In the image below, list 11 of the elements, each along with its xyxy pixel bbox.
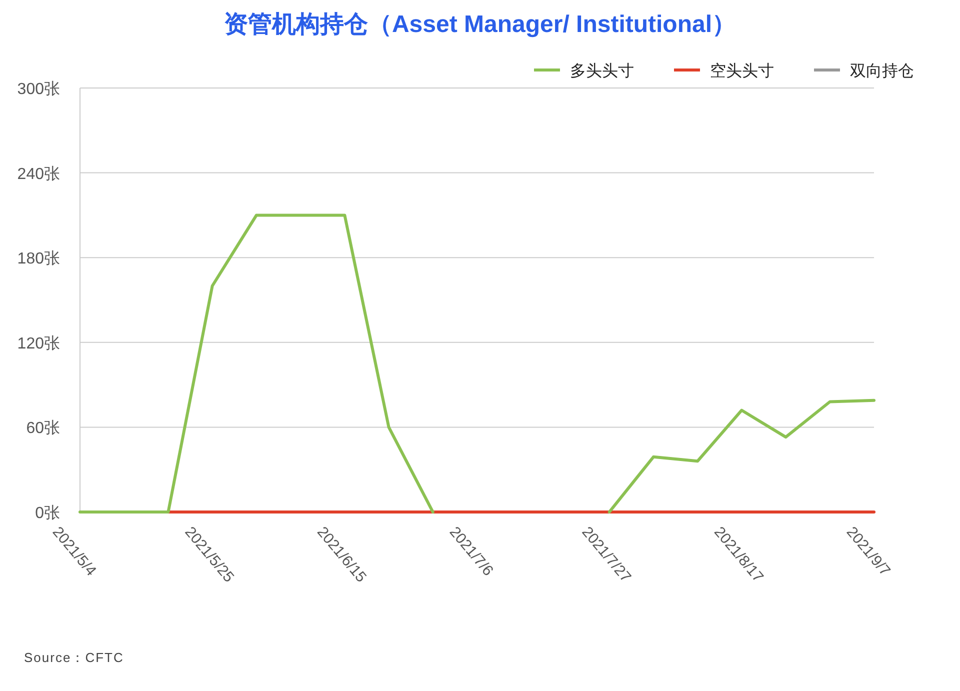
source-note: Source：CFTC [24,650,124,665]
legend-label: 双向持仓 [850,62,914,80]
y-tick-label: 60张 [26,419,60,438]
chart-title: 资管机构持仓（Asset Manager/ Institutional） [224,11,736,38]
y-tick-label: 240张 [17,164,60,183]
y-tick-label: 120张 [17,334,60,352]
legend-label: 多头头寸 [570,62,634,80]
y-tick-label: 300张 [17,80,60,98]
y-tick-label: 0张 [35,504,60,522]
legend-label: 空头头寸 [710,62,774,80]
y-tick-label: 180张 [17,250,60,268]
